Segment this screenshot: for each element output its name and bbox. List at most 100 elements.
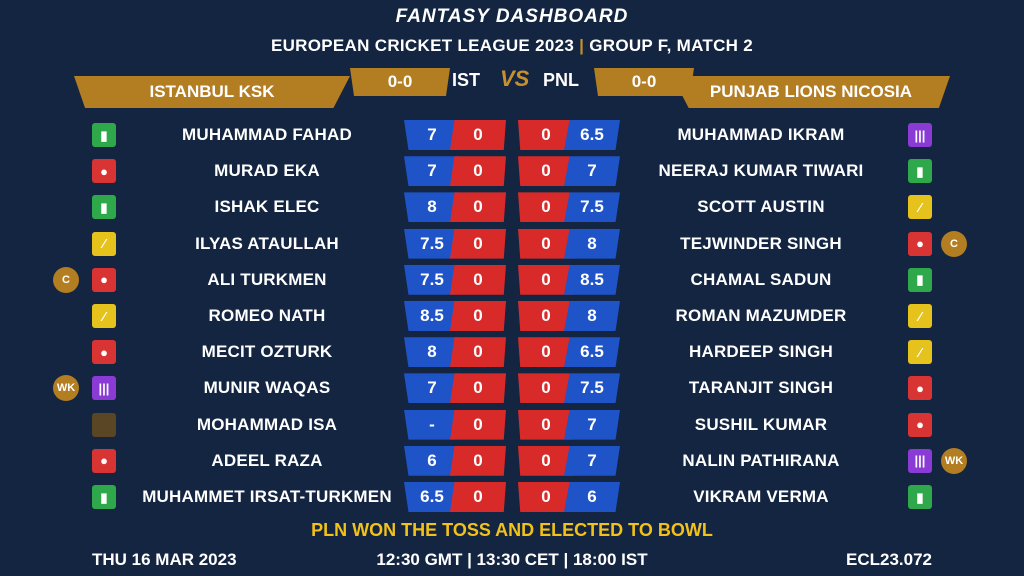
cricket-bat-icon-glyph: ▮: [100, 199, 108, 215]
player-name-right: VIKRAM VERMA: [693, 487, 829, 506]
team-banner-left: ISTANBUL KSK: [74, 76, 350, 108]
player-row: ⁄ ILYAS ATAULLAH ● C TEJWINDER SINGH 7.5 0 0 8: [0, 226, 1024, 262]
all-rounder-icon-glyph: ⁄: [918, 344, 922, 360]
points-left: 0: [450, 264, 506, 295]
cricket-ball-icon: ●: [92, 340, 116, 365]
all-rounder-icon: ⁄: [908, 340, 932, 365]
player-name-right: CHAMAL SADUN: [690, 269, 832, 289]
points-left: 0: [450, 337, 506, 368]
cricket-ball-icon: ●: [92, 159, 116, 184]
points-right: 0: [518, 482, 574, 512]
all-rounder-icon-glyph: ⁄: [918, 308, 922, 324]
all-rounder-icon-glyph: ⁄: [918, 199, 922, 215]
credit-left: 8: [404, 337, 460, 368]
points-left: 0: [450, 409, 506, 440]
credit-left: 8.5: [404, 301, 460, 331]
credit-right: 6: [564, 482, 620, 512]
player-name-right: SCOTT AUSTIN: [697, 197, 825, 217]
credit-right: 6.5: [564, 337, 620, 368]
cricket-ball-icon: ●: [908, 376, 932, 401]
cricket-bat-icon-glyph: ▮: [100, 127, 108, 143]
cricket-bat-icon-glyph: ▮: [916, 272, 924, 288]
cricket-bat-icon-glyph: ▮: [100, 489, 108, 505]
cricket-ball-icon-glyph: ●: [916, 417, 924, 433]
points-right: 0: [518, 337, 574, 368]
credit-left: 7.5: [404, 228, 460, 259]
player-name-left: MECIT OZTURK: [201, 342, 333, 362]
points-right: 0: [518, 156, 574, 187]
player-name-right: MUHAMMAD IKRAM: [677, 125, 845, 144]
points-right: 0: [518, 228, 574, 259]
points-left: 0: [450, 156, 506, 187]
player-row: ||| WK MUNIR WAQAS ● TARANJIT SINGH 7 0 0 7.5: [0, 370, 1024, 406]
points-right: 0: [518, 264, 574, 295]
wicket-keeper-stumps-icon-glyph: |||: [914, 453, 926, 469]
unknown-role-icon: [92, 412, 116, 437]
cricket-ball-icon-glyph: ●: [100, 163, 108, 179]
all-rounder-icon-glyph: ⁄: [102, 236, 106, 252]
all-rounder-icon: ⁄: [92, 231, 116, 256]
player-row: ● MECIT OZTURK ⁄ HARDEEP SINGH 8 0 0 6.5: [0, 334, 1024, 370]
credit-right: 8: [564, 301, 620, 331]
captain-badge: C: [941, 230, 967, 257]
all-rounder-icon-glyph: ⁄: [102, 308, 106, 324]
toss-result: PLN WON THE TOSS AND ELECTED TO BOWL: [311, 520, 713, 540]
player-row: ● ADEEL RAZA ||| WK NALIN PATHIRANA 6 0 0 7: [0, 443, 1024, 479]
cricket-ball-icon-glyph: ●: [916, 380, 924, 396]
team-banner-right: PUNJAB LIONS NICOSIA: [672, 76, 950, 108]
points-right: 0: [518, 373, 574, 404]
dashboard-title: FANTASY DASHBOARD: [395, 6, 629, 27]
match-name: GROUP F, MATCH 2: [589, 36, 754, 55]
score-left: 0-0: [350, 68, 450, 96]
points-right: 0: [518, 120, 574, 150]
player-name-left: ISHAK ELEC: [214, 197, 320, 217]
credit-right: 8: [564, 228, 620, 259]
wicket-keeper-stumps-icon-glyph: |||: [98, 380, 110, 396]
player-name-right: ROMAN MAZUMDER: [675, 306, 847, 325]
cricket-bat-icon-glyph: ▮: [916, 489, 924, 505]
player-name-left: ILYAS ATAULLAH: [195, 233, 339, 253]
points-right: 0: [518, 192, 574, 223]
points-right: 0: [518, 409, 574, 440]
credit-right: 7: [564, 445, 620, 476]
match-subtitle: EUROPEAN CRICKET LEAGUE 2023 | GROUP F, …: [0, 36, 1024, 56]
all-rounder-icon: ⁄: [92, 304, 116, 328]
subtitle-separator: |: [579, 36, 585, 55]
player-name-left: MUHAMMET IRSAT-TURKMEN: [142, 487, 392, 506]
wicket-keeper-stumps-icon: |||: [908, 123, 932, 147]
cricket-bat-icon: ▮: [92, 485, 116, 509]
player-row: MOHAMMAD ISA ● SUSHIL KUMAR -0 0 7: [0, 407, 1024, 443]
wicket-keeper-stumps-icon: |||: [908, 448, 932, 473]
credit-right: 7.5: [564, 373, 620, 404]
credit-left: 6: [404, 445, 460, 476]
cricket-ball-icon: ●: [908, 412, 932, 437]
wicket-keeper-badge: WK: [53, 375, 79, 402]
all-rounder-icon: ⁄: [908, 195, 932, 220]
credit-right: 7: [564, 409, 620, 440]
player-name-left: ALI TURKMEN: [207, 269, 327, 289]
points-left: 0: [450, 445, 506, 476]
match-code: ECL23.072: [846, 550, 932, 569]
credit-left: 7: [404, 156, 460, 187]
player-row: ● MURAD EKA ▮ NEERAJ KUMAR TIWARI 7 0 0 7: [0, 153, 1024, 189]
match-time: 12:30 GMT | 13:30 CET | 18:00 IST: [376, 550, 648, 569]
cricket-bat-icon: ▮: [908, 267, 932, 292]
cricket-bat-icon-glyph: ▮: [916, 163, 924, 179]
player-name-right: NALIN PATHIRANA: [682, 450, 840, 470]
cricket-ball-icon: ●: [92, 267, 116, 292]
player-name-left: ROMEO NATH: [208, 306, 326, 325]
points-left: 0: [450, 120, 506, 150]
credit-right: 7.5: [564, 192, 620, 223]
all-rounder-icon: ⁄: [908, 304, 932, 328]
player-name-left: MURAD EKA: [214, 161, 320, 181]
points-left: 0: [450, 301, 506, 331]
captain-badge: C: [53, 266, 79, 293]
player-row: ▮ ISHAK ELEC ⁄ SCOTT AUSTIN 8 0 0 7.5: [0, 189, 1024, 225]
wicket-keeper-stumps-icon: |||: [92, 376, 116, 401]
wicket-keeper-badge: WK: [941, 447, 967, 474]
player-name-right: SUSHIL KUMAR: [694, 414, 828, 434]
credit-left: 7: [404, 373, 460, 404]
points-left: 0: [450, 373, 506, 404]
cricket-ball-icon-glyph: ●: [100, 272, 108, 288]
wicket-keeper-stumps-icon-glyph: |||: [914, 127, 926, 143]
